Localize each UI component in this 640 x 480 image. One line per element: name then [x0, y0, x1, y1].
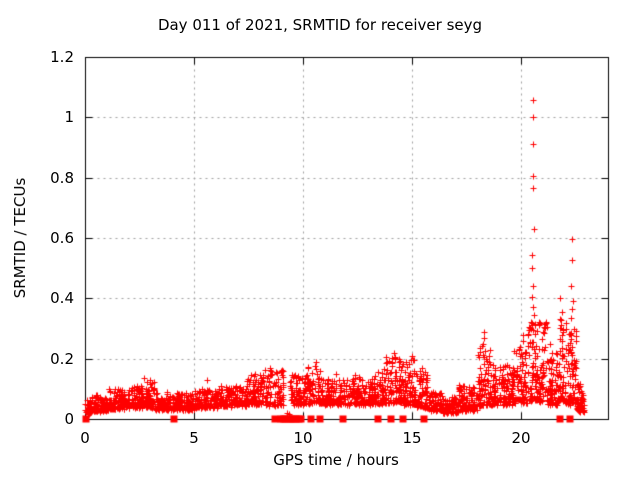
- x-tick-label: 0: [80, 429, 90, 447]
- y-tick-label: 0.6: [50, 229, 74, 247]
- x-tick-label: 20: [511, 429, 531, 447]
- x-axis-label: GPS time / hours: [273, 451, 399, 469]
- x-tick-label: 10: [293, 429, 313, 447]
- x-tick-label: 5: [189, 429, 199, 447]
- y-tick-label: 0.2: [50, 350, 74, 368]
- y-tick-label: 0.8: [50, 169, 74, 187]
- x-tick-label: 15: [402, 429, 422, 447]
- y-tick-label: 1: [64, 108, 74, 126]
- y-tick-label: 1.2: [50, 48, 74, 66]
- y-tick-label: 0: [64, 410, 74, 428]
- y-tick-label: 0.4: [50, 289, 74, 307]
- chart-title: Day 011 of 2021, SRMTID for receiver sey…: [157, 16, 483, 34]
